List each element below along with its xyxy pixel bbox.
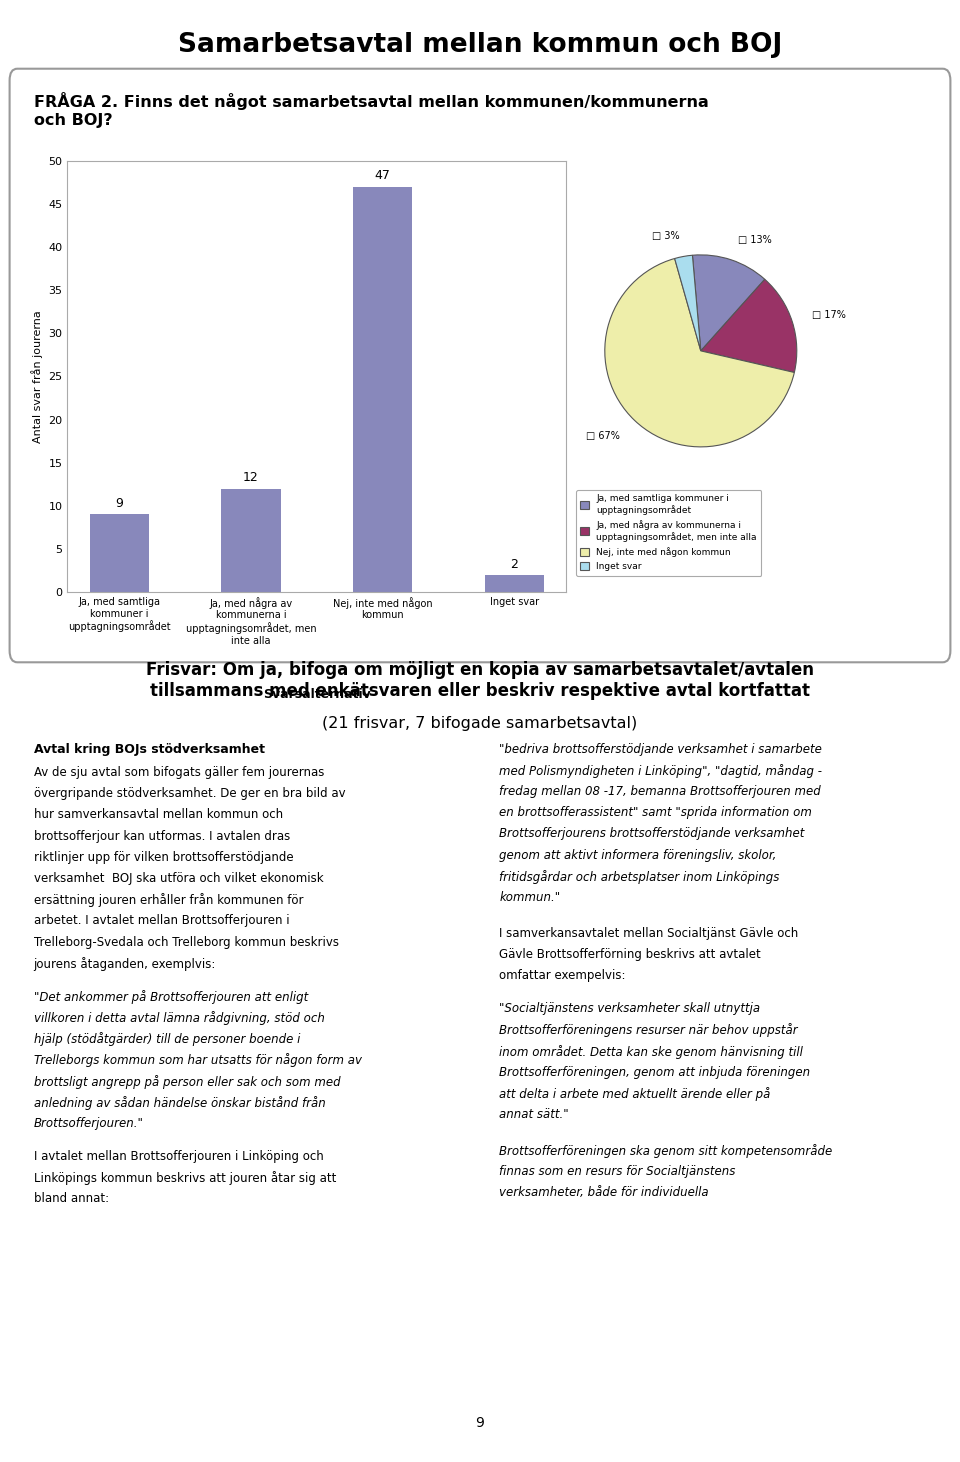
Text: "Det ankommer på Brottsofferjouren att enligt: "Det ankommer på Brottsofferjouren att e… [34,990,308,1004]
Text: FRÅGA 2. Finns det något samarbetsavtal mellan kommunen/kommunerna
och BOJ?: FRÅGA 2. Finns det något samarbetsavtal … [34,92,708,127]
Text: Linköpings kommun beskrivs att jouren åtar sig att: Linköpings kommun beskrivs att jouren åt… [34,1171,336,1186]
Text: verksamhet  BOJ ska utföra och vilket ekonomisk: verksamhet BOJ ska utföra och vilket eko… [34,871,324,885]
Text: brottsligt angrepp på person eller sak och som med: brottsligt angrepp på person eller sak o… [34,1075,340,1089]
Text: 9: 9 [475,1415,485,1430]
Text: Samarbetsavtal mellan kommun och BOJ: Samarbetsavtal mellan kommun och BOJ [178,32,782,58]
Text: (21 frisvar, 7 bifogade samarbetsavtal): (21 frisvar, 7 bifogade samarbetsavtal) [323,716,637,731]
Wedge shape [605,259,794,447]
Text: brottsofferjour kan utformas. I avtalen dras: brottsofferjour kan utformas. I avtalen … [34,830,290,842]
Text: □ 3%: □ 3% [652,231,680,241]
Bar [353,187,412,592]
Text: 47: 47 [374,170,391,183]
Text: 12: 12 [243,471,259,484]
Text: 2: 2 [510,557,518,570]
Bar [222,488,280,592]
Text: I avtalet mellan Brottsofferjouren i Linköping och: I avtalet mellan Brottsofferjouren i Lin… [34,1151,324,1162]
Text: villkoren i detta avtal lämna rådgivning, stöd och: villkoren i detta avtal lämna rådgivning… [34,1012,324,1025]
Text: □ 13%: □ 13% [738,235,772,244]
Text: riktlinjer upp för vilken brottsofferstödjande: riktlinjer upp för vilken brottsofferstö… [34,851,293,864]
Bar [485,575,543,592]
Wedge shape [675,256,701,351]
Text: finnas som en resurs för Socialtjänstens: finnas som en resurs för Socialtjänstens [499,1165,735,1178]
Text: en brottsofferassistent" samt "sprida information om: en brottsofferassistent" samt "sprida in… [499,807,812,819]
Text: "Socialtjänstens verksamheter skall utnyttja: "Socialtjänstens verksamheter skall utny… [499,1003,760,1015]
Text: □ 67%: □ 67% [587,431,620,440]
Wedge shape [692,254,765,351]
Text: kommun.": kommun." [499,892,561,904]
Bar [90,515,149,592]
Text: Trelleborgs kommun som har utsatts för någon form av: Trelleborgs kommun som har utsatts för n… [34,1054,362,1067]
Legend: Ja, med samtliga kommuner i
upptagningsområdet, Ja, med några av kommunerna i
up: Ja, med samtliga kommuner i upptagningso… [576,490,761,576]
Text: I samverkansavtalet mellan Socialtjänst Gävle och: I samverkansavtalet mellan Socialtjänst … [499,927,799,940]
Text: annat sätt.": annat sätt." [499,1108,569,1121]
Text: Av de sju avtal som bifogats gäller fem jourernas: Av de sju avtal som bifogats gäller fem … [34,766,324,779]
Y-axis label: Antal svar från jourerna: Antal svar från jourerna [31,310,42,443]
Text: bland annat:: bland annat: [34,1193,108,1205]
Text: Brottsofferföreningen ska genom sitt kompetensområde: Brottsofferföreningen ska genom sitt kom… [499,1145,832,1158]
Text: fritidsgårdar och arbetsplatser inom Linköpings: fritidsgårdar och arbetsplatser inom Lin… [499,870,780,885]
Text: "bedriva brottsofferstödjande verksamhet i samarbete: "bedriva brottsofferstödjande verksamhet… [499,743,822,756]
Text: anledning av sådan händelse önskar bistånd från: anledning av sådan händelse önskar bistå… [34,1096,325,1110]
Text: Trelleborg-Svedala och Trelleborg kommun beskrivs: Trelleborg-Svedala och Trelleborg kommun… [34,936,339,949]
Text: inom området. Detta kan ske genom hänvisning till: inom området. Detta kan ske genom hänvis… [499,1045,804,1058]
Text: Brottsofferföreningens resurser när behov uppstår: Brottsofferföreningens resurser när beho… [499,1023,798,1038]
Text: verksamheter, både för individuella: verksamheter, både för individuella [499,1187,708,1199]
Text: Brottsofferjouren.": Brottsofferjouren." [34,1117,143,1130]
Text: att delta i arbete med aktuellt ärende eller på: att delta i arbete med aktuellt ärende e… [499,1088,771,1101]
Text: Frisvar: Om ja, bifoga om möjligt en kopia av samarbetsavtalet/avtalen
tillsamma: Frisvar: Om ja, bifoga om möjligt en kop… [146,661,814,700]
Text: med Polismyndigheten i Linköping", "dagtid, måndag -: med Polismyndigheten i Linköping", "dagt… [499,763,822,778]
Text: hjälp (stödåtgärder) till de personer boende i: hjälp (stödåtgärder) till de personer bo… [34,1032,300,1047]
Text: jourens åtaganden, exemplvis:: jourens åtaganden, exemplvis: [34,958,216,971]
Text: ersättning jouren erhåller från kommunen för: ersättning jouren erhåller från kommunen… [34,893,303,908]
Text: arbetet. I avtalet mellan Brottsofferjouren i: arbetet. I avtalet mellan Brottsofferjou… [34,915,289,927]
FancyBboxPatch shape [10,69,950,662]
Text: fredag mellan 08 -17, bemanna Brottsofferjouren med: fredag mellan 08 -17, bemanna Brottsoffe… [499,785,821,798]
X-axis label: Svarsalternativ: Svarsalternativ [263,687,371,700]
Text: hur samverkansavtal mellan kommun och: hur samverkansavtal mellan kommun och [34,808,283,822]
Wedge shape [701,279,797,373]
Text: Brottsofferföreningen, genom att inbjuda föreningen: Brottsofferföreningen, genom att inbjuda… [499,1066,810,1079]
Text: övergripande stödverksamhet. De ger en bra bild av: övergripande stödverksamhet. De ger en b… [34,787,346,800]
Text: omfattar exempelvis:: omfattar exempelvis: [499,969,626,982]
Text: □ 17%: □ 17% [812,310,847,320]
Text: Gävle Brottsofferförning beskrivs att avtalet: Gävle Brottsofferförning beskrivs att av… [499,949,761,961]
Text: Brottsofferjourens brottsofferstödjande verksamhet: Brottsofferjourens brottsofferstödjande … [499,827,804,841]
Text: genom att aktivt informera föreningsliv, skolor,: genom att aktivt informera föreningsliv,… [499,849,777,861]
Text: Avtal kring BOJs stödverksamhet: Avtal kring BOJs stödverksamhet [34,743,265,756]
Text: 9: 9 [115,497,124,510]
